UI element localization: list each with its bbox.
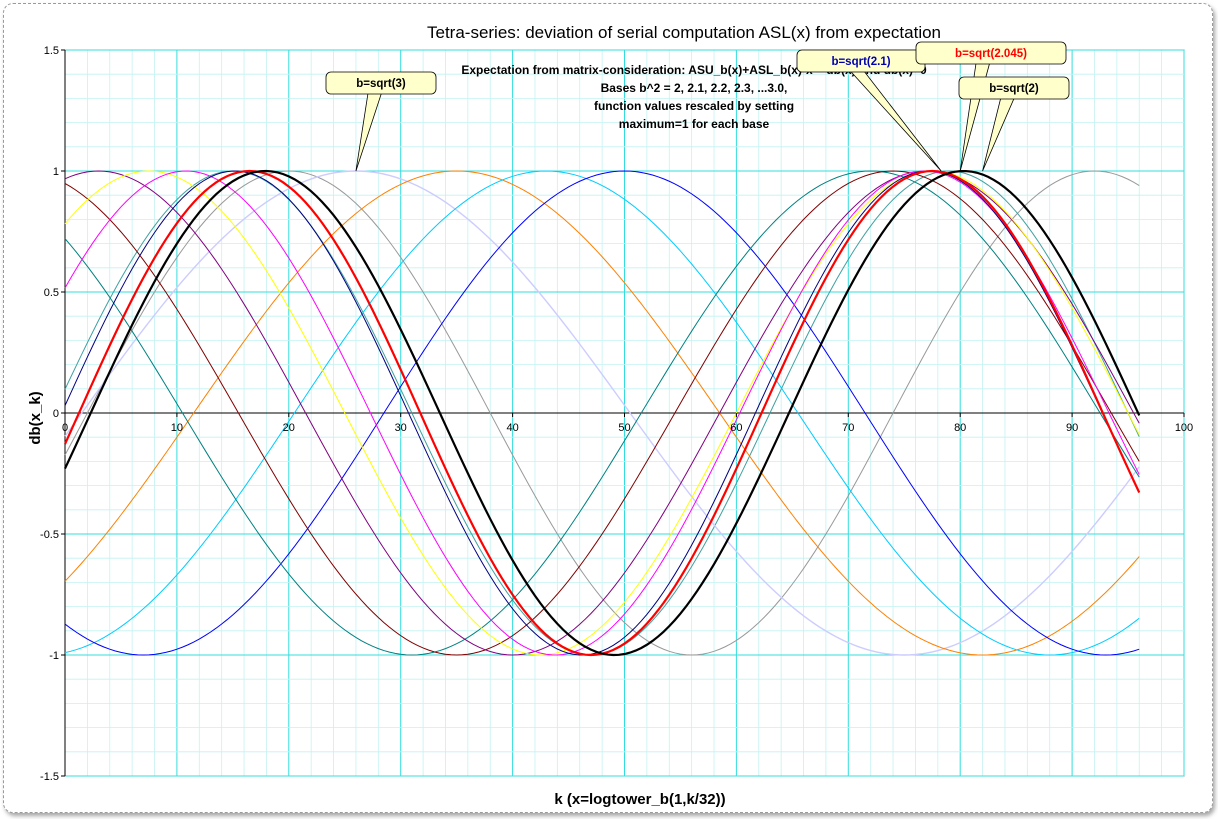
series-line bbox=[64, 170, 1140, 656]
x-tick-label: 60 bbox=[730, 422, 742, 434]
chart-title: Tetra-series: deviation of serial comput… bbox=[427, 23, 941, 42]
callout: b=sqrt(3) bbox=[325, 71, 437, 172]
y-tick-label: -0.5 bbox=[40, 529, 59, 541]
annotations: Expectation from matrix-consideration: A… bbox=[325, 41, 1070, 172]
x-tick-label: 0 bbox=[62, 422, 68, 434]
callout-box bbox=[958, 76, 1070, 100]
callout-label: b=sqrt(2.1) bbox=[831, 56, 890, 68]
callout: b=sqrt(2) bbox=[958, 76, 1070, 172]
y-tick-label: 0 bbox=[53, 408, 59, 420]
x-tick-label: 40 bbox=[506, 422, 518, 434]
x-tick-label: 90 bbox=[1066, 422, 1078, 434]
callout-label: b=sqrt(3) bbox=[356, 78, 406, 90]
y-tick-label: 0.5 bbox=[44, 287, 59, 299]
x-tick-label: 50 bbox=[618, 422, 630, 434]
annotation-line: function values rescaled by setting bbox=[594, 99, 794, 113]
x-tick-label: 30 bbox=[395, 422, 407, 434]
series-line bbox=[64, 169, 1141, 657]
y-tick-label: 1 bbox=[53, 166, 59, 178]
series-line bbox=[64, 170, 1140, 656]
y-tick-label: 1.5 bbox=[44, 45, 59, 57]
series-line bbox=[64, 170, 1140, 656]
x-tick-label: 70 bbox=[842, 422, 854, 434]
series-line bbox=[64, 170, 1140, 656]
callout-label: b=sqrt(2) bbox=[989, 83, 1039, 95]
annotation-line: Bases b^2 = 2, 2.1, 2.2, 2.3, ...3.0, bbox=[601, 81, 788, 95]
chart-svg: 0 10 20 30 40 50 60 70 80 90 100 1.5 1 0.5 0 -0.5 -1 -1.5… bbox=[27, 23, 1193, 808]
y-tick-label: -1.5 bbox=[40, 771, 59, 783]
x-axis-label: k (x=logtower_b(1,k/32)) bbox=[554, 791, 725, 808]
x-tick-label: 10 bbox=[171, 422, 183, 434]
series-line bbox=[64, 170, 1140, 656]
x-tick-label: 20 bbox=[283, 422, 295, 434]
x-tick-label: 100 bbox=[1175, 422, 1193, 434]
chart-frame: 0 10 20 30 40 50 60 70 80 90 100 1.5 1 0.5 0 -0.5 -1 -1.5… bbox=[3, 3, 1213, 813]
y-tick-label: -1 bbox=[49, 650, 59, 662]
callout: b=sqrt(2.1) bbox=[796, 49, 942, 172]
callout-label: b=sqrt(2.045) bbox=[955, 48, 1027, 60]
x-tick-label: 80 bbox=[954, 422, 966, 434]
annotation-line: maximum=1 for each base bbox=[619, 117, 770, 131]
series-line bbox=[64, 170, 1140, 656]
y-axis-label: db(x_k) bbox=[27, 391, 44, 444]
callout-box bbox=[915, 41, 1067, 65]
series-line bbox=[64, 170, 1140, 656]
series-lines bbox=[63, 169, 1141, 657]
tick-labels: 0 10 20 30 40 50 60 70 80 90 100 1.5 1 0.5 0 -0.5 -1 -1.5 bbox=[40, 45, 1193, 783]
callout-box bbox=[325, 71, 437, 95]
series-line bbox=[64, 170, 1140, 656]
series-line bbox=[64, 170, 1140, 656]
